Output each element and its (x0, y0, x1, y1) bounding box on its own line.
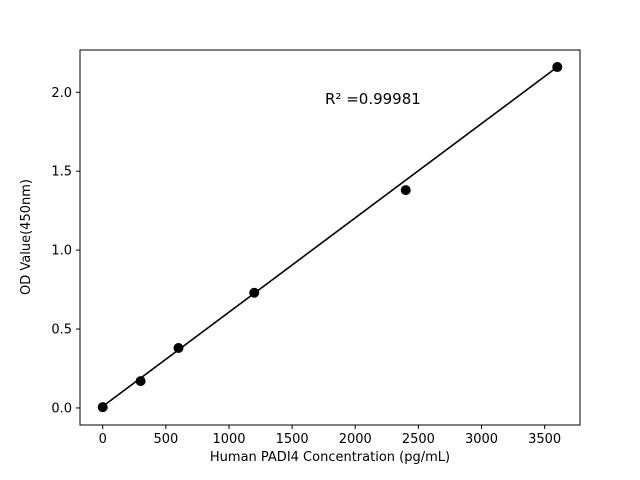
x-tick-label: 2500 (402, 432, 435, 447)
y-axis-label: OD Value(450nm) (19, 179, 34, 295)
x-tick-label: 0 (99, 432, 107, 447)
r-squared-annotation: R² =0.99981 (325, 90, 421, 108)
x-tick-label: 3000 (465, 432, 498, 447)
x-tick-label: 1500 (276, 432, 309, 447)
y-tick-label: 0.5 (51, 323, 72, 338)
x-tick-label: 2000 (339, 432, 372, 447)
x-tick-label: 500 (153, 432, 178, 447)
data-point (552, 62, 563, 73)
x-tick-label: 3500 (528, 432, 561, 447)
data-point (97, 402, 108, 413)
x-tick-label: 1000 (212, 432, 245, 447)
y-tick-label: 0.0 (51, 401, 72, 416)
y-tick-label: 1.5 (51, 165, 72, 180)
plot-generated-layer: 0 500 1000 1500 2000 2500 3000 3500 0.0 0.5 1.0 1.5… (51, 49, 581, 447)
data-point (173, 342, 184, 353)
plot-frame (79, 49, 581, 426)
x-axis-label: Human PADI4 Concentration (pg/mL) (210, 450, 450, 465)
data-point (249, 287, 260, 298)
data-point (400, 185, 411, 196)
fit-line (102, 66, 558, 408)
data-point (135, 376, 146, 387)
y-tick-label: 2.0 (51, 86, 72, 101)
y-tick-label: 1.0 (51, 244, 72, 259)
